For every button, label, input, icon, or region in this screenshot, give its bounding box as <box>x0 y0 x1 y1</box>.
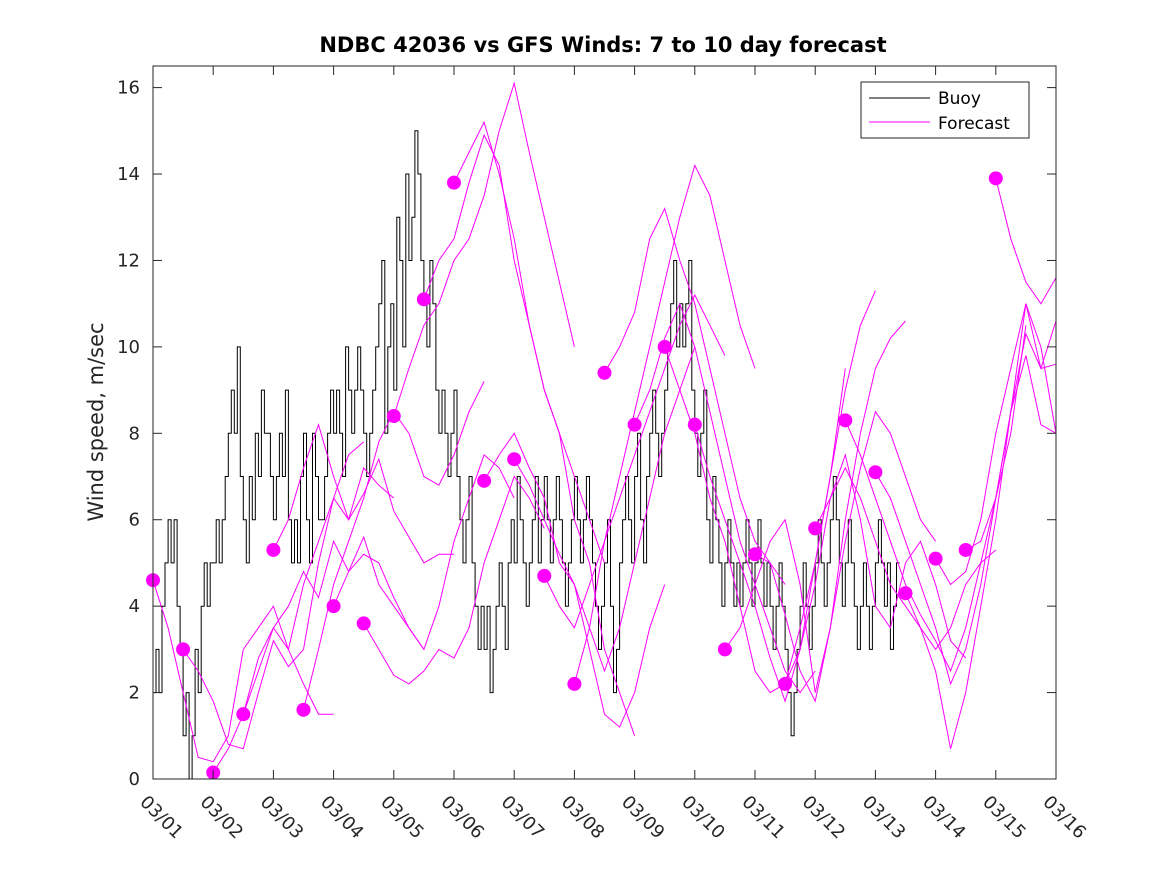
forecast-series-line-20 <box>754 410 937 703</box>
forecast-marker-point <box>416 292 431 307</box>
legend: Buoy Forecast <box>860 81 1030 139</box>
forecast-marker-point <box>176 642 191 657</box>
y-tick-label: 4 <box>129 596 140 617</box>
forecast-series-line-18 <box>694 290 876 703</box>
y-tick-label: 14 <box>117 164 140 185</box>
forecast-marker-point <box>296 702 311 717</box>
forecast-marker-point <box>958 542 973 557</box>
forecast-marker-point <box>748 547 762 562</box>
y-tick-label: 16 <box>117 78 140 99</box>
legend-label-buoy: Buoy <box>938 89 981 109</box>
y-tick-label: 6 <box>129 510 140 531</box>
forecast-marker-point <box>868 465 883 480</box>
forecast-marker-point <box>507 452 522 467</box>
forecast-marker-point <box>477 473 492 488</box>
forecast-marker-point <box>928 551 943 566</box>
forecast-series-line-19 <box>724 320 906 693</box>
y-tick-label: 8 <box>129 423 140 444</box>
forecast-marker-point <box>657 339 672 354</box>
forecast-series-line-27 <box>965 355 1057 551</box>
chart-title: NDBC 42036 vs GFS Winds: 7 to 10 day for… <box>319 33 886 57</box>
y-tick-label: 0 <box>129 769 140 790</box>
buoy-series-line <box>153 130 900 780</box>
forecast-marker-point <box>326 599 341 614</box>
forecast-marker-point <box>627 417 642 432</box>
forecast-marker-point <box>447 175 461 190</box>
forecast-marker-point <box>778 676 793 691</box>
forecast-marker-point <box>597 365 612 380</box>
forecast-series-line-7 <box>363 475 545 685</box>
forecast-series-line-8 <box>393 81 575 417</box>
plot-background <box>153 66 1056 779</box>
y-axis-label: Wind speed, m/sec <box>84 322 108 521</box>
forecast-series-line-13 <box>543 293 726 629</box>
forecast-marker-point <box>567 676 582 691</box>
forecast-series-line-10 <box>453 120 636 736</box>
forecast-series-line-25 <box>905 320 1057 749</box>
forecast-series-line-4 <box>272 423 454 564</box>
forecast-series-line-21 <box>784 453 967 685</box>
legend-label-forecast: Forecast <box>938 114 1010 134</box>
forecast-marker-point <box>687 417 702 432</box>
y-tick-label: 10 <box>117 337 140 358</box>
forecast-series-line-15 <box>604 207 786 585</box>
forecast-series-line-9 <box>423 133 605 564</box>
legend-box <box>860 81 1030 139</box>
forecast-marker-point <box>988 171 1003 186</box>
forecast-marker-point <box>537 568 552 583</box>
forecast-marker-point <box>356 616 371 631</box>
plot-area <box>146 65 1057 780</box>
forecast-series-line-28 <box>995 178 1057 305</box>
forecast-series-line-0 <box>152 580 334 763</box>
forecast-series-line-6 <box>333 454 515 651</box>
y-tick-label: 2 <box>129 683 140 704</box>
y-axis: 0 2 4 6 8 10 12 14 16 <box>117 78 1056 790</box>
forecast-marker-point <box>266 542 281 557</box>
forecast-marker-point <box>236 707 251 722</box>
forecast-marker-point <box>717 642 732 657</box>
forecast-series-line-14 <box>573 164 756 685</box>
forecast-series-line-16 <box>634 302 816 694</box>
y-tick-label: 12 <box>117 250 140 271</box>
forecast-series-line-26 <box>935 303 1057 586</box>
forecast-series-line-22 <box>814 466 997 651</box>
plot-frame <box>152 65 1057 780</box>
forecast-series-line-3 <box>242 535 425 715</box>
forecast-marker-point <box>386 409 401 424</box>
forecast-marker-point <box>838 413 853 428</box>
buoy-series-layer <box>153 130 900 780</box>
forecast-marker-point <box>808 521 823 536</box>
forecast-series-line-12 <box>513 346 696 673</box>
forecast-marker-point <box>898 586 913 601</box>
